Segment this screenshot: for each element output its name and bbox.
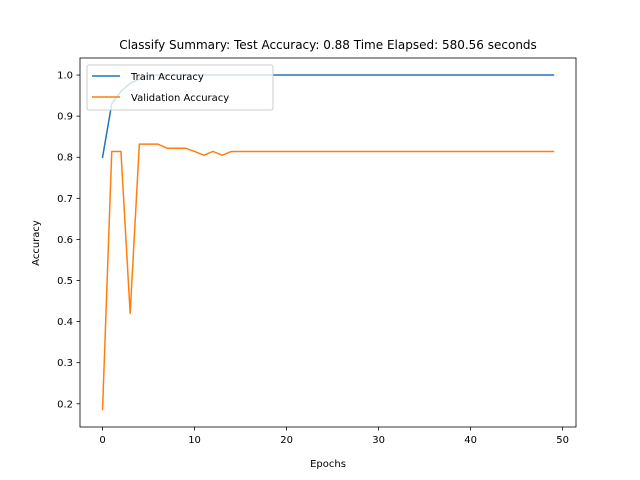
legend: Train Accuracy Validation Accuracy — [86, 64, 274, 111]
y-axis-label: Accuracy — [31, 220, 42, 266]
legend-box — [86, 64, 274, 111]
axis-ticks: 0 10 20 30 40 50 0.2 0.3 0.4 0.5 0.6 0.7 0.8 0.9 1.0 — [57, 71, 569, 446]
series-line-1 — [101, 143, 555, 411]
y-tick-label: 0.2 — [57, 399, 73, 410]
x-tick-label: 30 — [372, 435, 385, 446]
x-tick-label: 40 — [464, 435, 477, 446]
y-tick-label: 1.0 — [57, 71, 73, 82]
x-tick-label: 50 — [556, 435, 569, 446]
axes-border — [79, 57, 577, 428]
y-tick-label: 0.9 — [57, 112, 73, 123]
x-tick-label: 10 — [188, 435, 201, 446]
y-tick-label: 0.6 — [57, 235, 73, 246]
y-tick-label: 0.7 — [57, 194, 73, 205]
legend-label-validation: Validation Accuracy — [131, 93, 229, 104]
x-axis-label: Epochs — [310, 459, 346, 470]
x-tick-label: 20 — [280, 435, 293, 446]
y-tick-label: 0.5 — [57, 276, 73, 287]
x-tick-label: 0 — [99, 435, 105, 446]
axes-frame — [79, 57, 577, 428]
y-tick-label: 0.8 — [57, 153, 73, 164]
chart-title: Classify Summary: Test Accuracy: 0.88 Ti… — [119, 38, 537, 52]
legend-label-train: Train Accuracy — [130, 72, 204, 83]
y-tick-label: 0.3 — [57, 358, 73, 369]
y-tick-label: 0.4 — [57, 317, 73, 328]
